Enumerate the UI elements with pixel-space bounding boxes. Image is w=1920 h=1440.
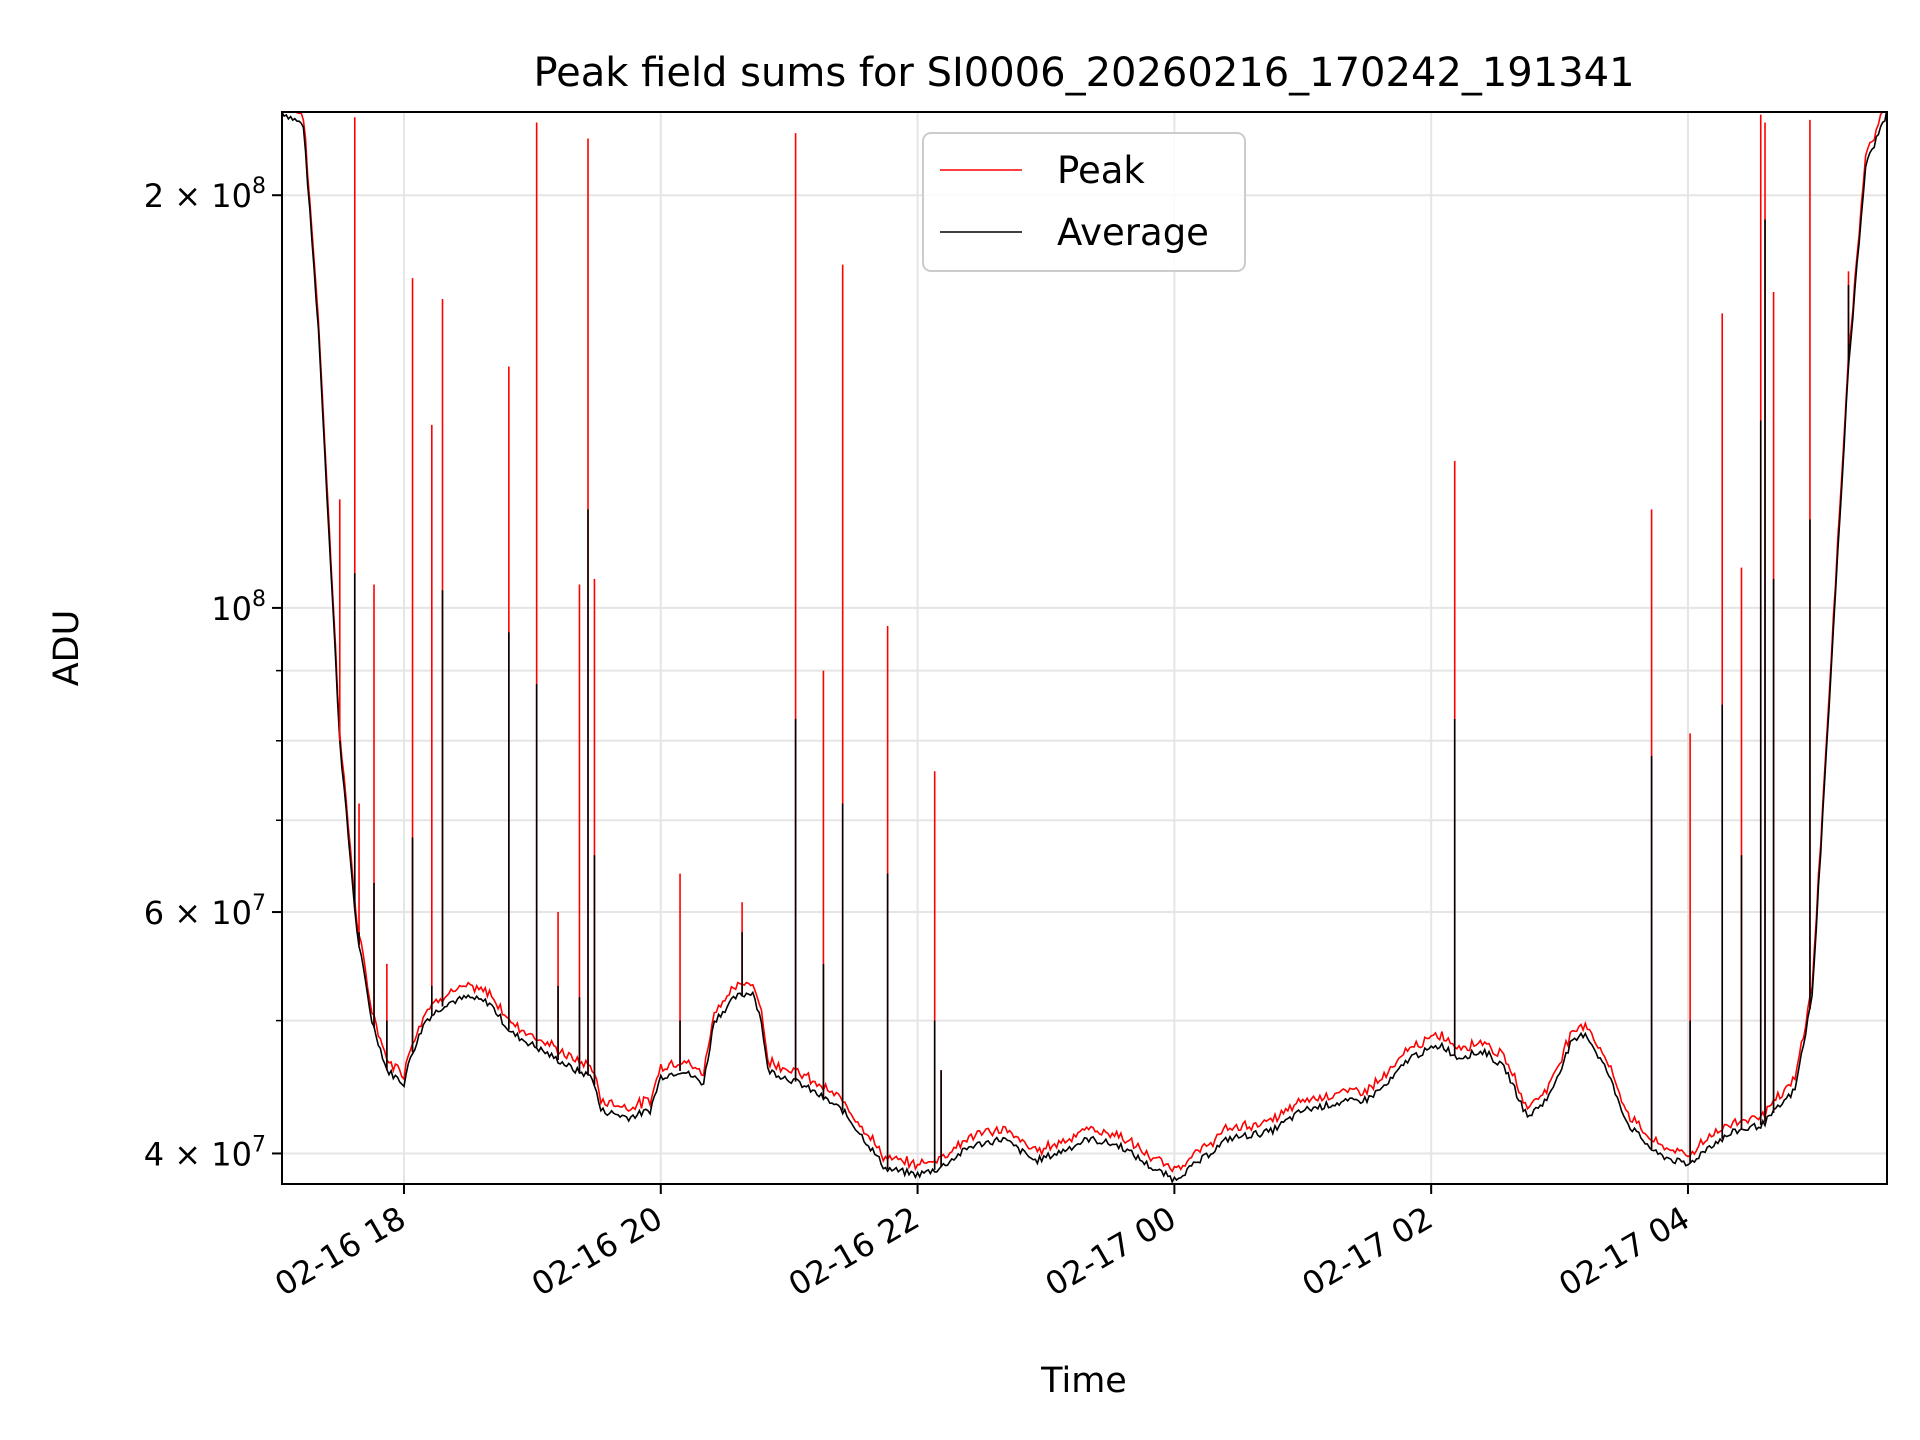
y-tick-label: 6 × 107	[144, 891, 266, 932]
chart-title: Peak field sums for SI0006_20260216_1702…	[533, 50, 1634, 96]
plot-data	[282, 112, 1887, 1184]
y-tick-label: 2 × 108	[144, 174, 266, 215]
y-tick-label: 108	[211, 587, 266, 628]
spikes	[338, 114, 1850, 1170]
legend-label-peak: Peak	[1057, 149, 1145, 192]
x-axis-label: Time	[1040, 1361, 1127, 1401]
series-line-peak	[294, 112, 1886, 1173]
y-tick-label: 4 × 107	[144, 1132, 266, 1173]
legend-label-average: Average	[1057, 211, 1209, 254]
plot-frame	[281, 111, 1888, 1185]
y-axis-label: ADU	[47, 610, 87, 687]
legend: Peak Average	[922, 132, 1246, 272]
series-line-average	[282, 112, 1887, 1184]
legend-box	[922, 132, 1246, 272]
